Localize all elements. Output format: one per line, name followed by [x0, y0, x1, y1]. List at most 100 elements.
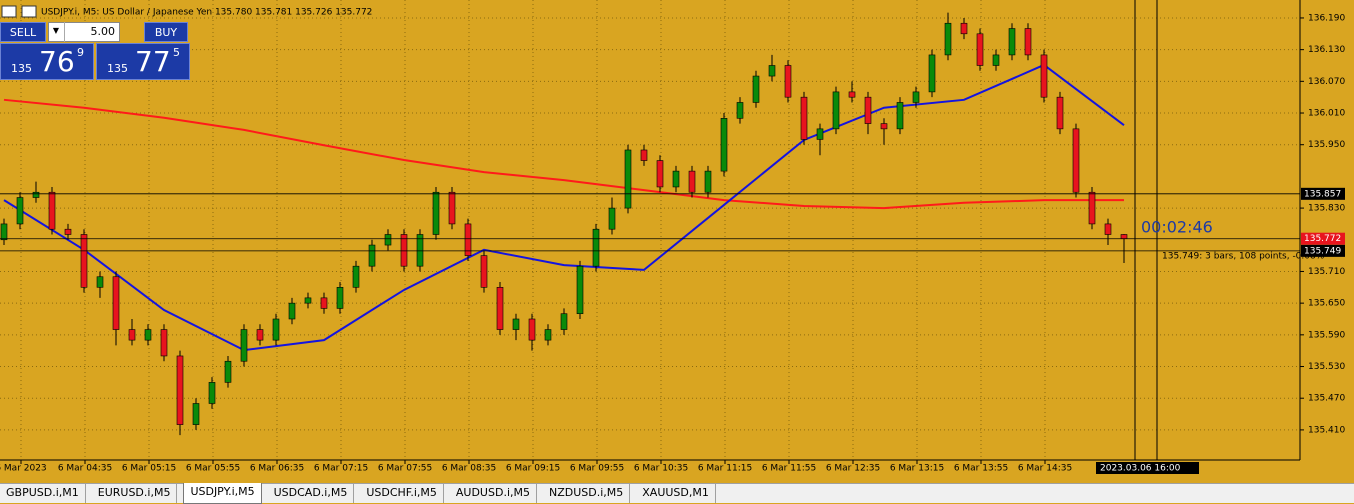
candle-body — [288, 302, 296, 320]
ask-sup: 5 — [173, 46, 180, 59]
candle-body — [864, 96, 872, 124]
candle-body — [1024, 28, 1032, 56]
x-tick-label: 6 Mar 04:35 — [58, 464, 112, 474]
candle-body — [816, 128, 824, 140]
candle-body — [464, 223, 472, 256]
candle-body — [896, 102, 904, 130]
price-level-box — [1301, 232, 1345, 245]
one-click-trading: SELL 5.00 ▼ BUY 135 76 9 135 77 5 — [0, 22, 190, 82]
candle-body — [752, 75, 760, 103]
candle-body — [448, 191, 456, 225]
x-tick-label: 6 Mar 11:55 — [762, 464, 816, 474]
candle-body — [528, 318, 536, 341]
price-level-label: 135.772 — [1304, 234, 1341, 244]
candle-body — [800, 96, 808, 140]
ask-prefix: 135 — [107, 62, 128, 75]
candle-body — [1008, 28, 1016, 56]
candle-body — [80, 234, 88, 288]
price-level-box — [1301, 187, 1345, 200]
candle-body — [1072, 128, 1080, 193]
y-tick-label: 135.590 — [1308, 330, 1345, 340]
candle-body — [320, 297, 328, 309]
price-level-label: 135.749 — [1304, 246, 1341, 256]
candle-body — [1120, 234, 1128, 240]
x-tick-label: 6 Mar 07:55 — [378, 464, 432, 474]
candle-body — [1056, 96, 1064, 130]
x-tick-label: 6 Mar 12:35 — [826, 464, 880, 474]
x-tick-label: 6 Mar 09:55 — [570, 464, 624, 474]
chart-tab[interactable]: EURUSD.i,M5 — [92, 484, 178, 503]
candle-body — [608, 207, 616, 230]
candle-body — [992, 54, 1000, 66]
sell-button[interactable]: SELL — [0, 22, 46, 42]
candle-body — [96, 276, 104, 288]
candle-body — [688, 170, 696, 193]
candle-body — [672, 170, 680, 188]
candle-body — [832, 91, 840, 130]
bid-price[interactable]: 135 76 9 — [0, 43, 94, 80]
candle-body — [880, 123, 888, 130]
candle-body — [32, 191, 40, 198]
measure-label: 135.749: 3 bars, 108 points, -0.08% — [1162, 252, 1325, 262]
y-tick-label: 136.070 — [1308, 77, 1345, 87]
candle-body — [224, 360, 232, 383]
candle-body — [768, 65, 776, 77]
y-tick-label: 136.130 — [1308, 45, 1345, 55]
y-tick-label: 136.010 — [1308, 109, 1345, 119]
x-tick-label: 6 Mar 06:35 — [250, 464, 304, 474]
x-tick-label: 6 Mar 2023 — [0, 464, 47, 474]
bid-sup: 9 — [77, 46, 84, 59]
candle-body — [944, 22, 952, 56]
candle-body — [0, 223, 8, 241]
candle-body — [480, 255, 488, 288]
x-tick-label: 6 Mar 09:15 — [506, 464, 560, 474]
lot-dropdown[interactable]: ▼ — [48, 22, 65, 42]
chart-tab[interactable]: USDCAD.i,M5 — [268, 484, 355, 503]
moving-average — [3, 63, 1125, 352]
x-tick-label: 6 Mar 05:15 — [122, 464, 176, 474]
price-level-label: 135.857 — [1304, 189, 1341, 199]
candle-body — [656, 160, 664, 188]
lot-input[interactable]: 5.00 — [48, 22, 120, 42]
candle-body — [432, 191, 440, 235]
candle-body — [736, 102, 744, 119]
candle-body — [848, 91, 856, 98]
candle-body — [160, 329, 168, 357]
candle-body — [576, 265, 584, 315]
ask-price[interactable]: 135 77 5 — [96, 43, 190, 80]
candle-body — [144, 329, 152, 341]
candle-body — [976, 33, 984, 66]
candle-body — [624, 149, 632, 209]
window-icon — [1, 5, 17, 18]
candle-body — [304, 297, 312, 304]
candle-body — [928, 54, 936, 93]
chart-tab[interactable]: USDJPY.i,M5 — [183, 483, 262, 504]
chart-background — [0, 0, 1354, 483]
x-tick-label: 6 Mar 08:35 — [442, 464, 496, 474]
candle-body — [784, 65, 792, 98]
y-tick-label: 135.470 — [1308, 394, 1345, 404]
candle-body — [240, 329, 248, 362]
bid-big: 76 — [39, 45, 75, 78]
candle-body — [560, 313, 568, 330]
chart-icon — [21, 5, 37, 18]
bid-prefix: 135 — [11, 62, 32, 75]
candle-body — [176, 355, 184, 425]
bar-timer: 00:02:46 — [1141, 218, 1213, 237]
candle-body — [704, 170, 712, 193]
candle-body — [336, 287, 344, 309]
x-tick-label: 6 Mar 14:35 — [1018, 464, 1072, 474]
chart-tab[interactable]: NZDUSD.i,M5 — [543, 484, 631, 503]
candle-body — [256, 329, 264, 341]
y-tick-label: 135.650 — [1308, 299, 1345, 309]
buy-button[interactable]: BUY — [144, 22, 188, 42]
chart-tab[interactable]: AUDUSD.i,M5 — [450, 484, 537, 503]
chart-tab[interactable]: XAUUSD,M1 — [636, 484, 716, 503]
candle-body — [16, 197, 24, 225]
chart-tab[interactable]: GBPUSD.i,M1 — [0, 484, 86, 503]
candle-body — [48, 191, 56, 230]
candle-body — [512, 318, 520, 330]
chart-tabs: GBPUSD.i,M1 EURUSD.i,M5 USDJPY.i,M5 USDCAD.… — [0, 483, 1354, 504]
chart-tab[interactable]: USDCHF.i,M5 — [360, 484, 444, 503]
